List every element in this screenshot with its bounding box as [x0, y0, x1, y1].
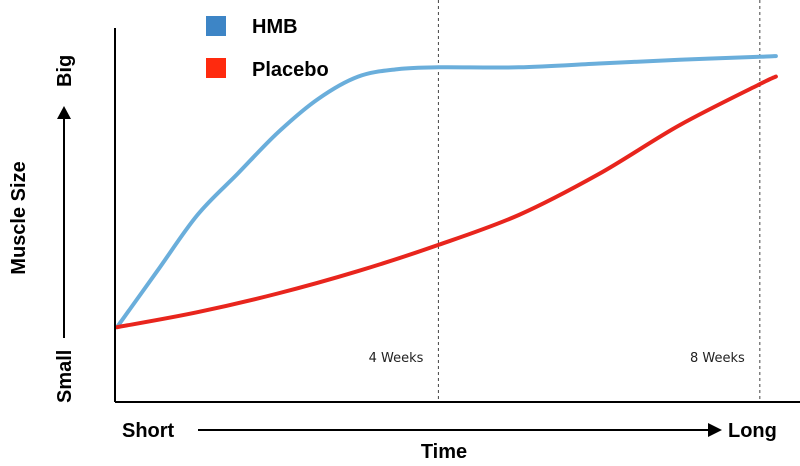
marker-label: 4 Weeks — [369, 351, 424, 366]
y-axis-annotation: Small Big Muscle Size — [8, 55, 76, 403]
legend: HMB Placebo — [206, 16, 329, 81]
legend-label-placebo: Placebo — [252, 59, 329, 81]
marker-label: 8 Weeks — [690, 351, 745, 366]
week-markers: 4 Weeks 8 Weeks — [369, 0, 761, 402]
axes — [114, 28, 800, 403]
y-axis-start-label: Small — [54, 350, 76, 403]
x-axis-end-label: Long — [728, 420, 777, 442]
legend-label-hmb: HMB — [252, 16, 298, 38]
series-lines — [115, 54, 778, 330]
x-axis-annotation: Short Long Time — [122, 420, 777, 463]
y-axis-title: Muscle Size — [8, 161, 30, 274]
y-axis-arrowhead-icon — [57, 106, 71, 119]
x-axis-arrowhead-icon — [708, 423, 722, 437]
legend-swatch-hmb — [206, 16, 226, 36]
series-line-placebo — [115, 74, 778, 330]
x-axis-title: Time — [421, 441, 467, 463]
legend-swatch-placebo — [206, 58, 226, 78]
y-axis-end-label: Big — [54, 55, 76, 87]
series-line-hmb — [115, 54, 778, 330]
x-axis-start-label: Short — [122, 420, 175, 442]
